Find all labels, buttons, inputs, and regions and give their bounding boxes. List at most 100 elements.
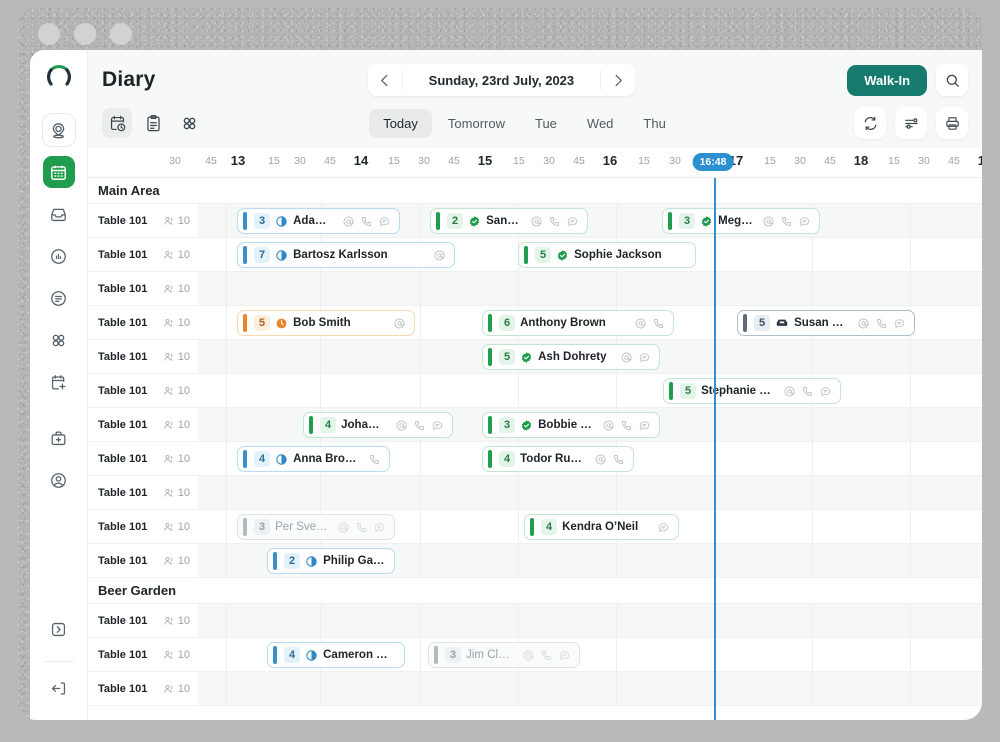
chat-icon[interactable] bbox=[558, 649, 571, 662]
table-row-label[interactable]: Table 101 10 bbox=[88, 672, 198, 706]
window-dot-maximize[interactable] bbox=[110, 23, 132, 45]
logout-button[interactable] bbox=[43, 672, 75, 704]
timeline-lane[interactable]: 5 Bob Smith 6 Anthony Brown 5 Susan Morton bbox=[198, 306, 982, 340]
phone-icon[interactable] bbox=[355, 521, 368, 534]
sidebar-item-business[interactable] bbox=[43, 422, 75, 454]
sidebar-item-diary[interactable] bbox=[42, 156, 75, 188]
at-icon[interactable] bbox=[634, 317, 647, 330]
sidebar-expand-button[interactable] bbox=[43, 613, 75, 645]
timeline-lane[interactable]: 5 Stephanie Wilson bbox=[198, 374, 982, 408]
timeline-lane[interactable] bbox=[198, 672, 982, 706]
table-row-label[interactable]: Table 101 10 bbox=[88, 272, 198, 306]
timeline-lane[interactable]: 2 Philip Garcia bbox=[198, 544, 982, 578]
booking-chip[interactable]: 5 Bob Smith bbox=[237, 310, 415, 336]
table-row-label[interactable]: Table 101 10 bbox=[88, 544, 198, 578]
timeline-lane[interactable]: 3 Adam Smith 2 Sandra… 3 Megan J… bbox=[198, 204, 982, 238]
day-tab-today[interactable]: Today bbox=[369, 108, 432, 138]
chat-icon[interactable] bbox=[638, 351, 651, 364]
timeline-lane[interactable]: 5 Ash Dohrety bbox=[198, 340, 982, 374]
table-row-label[interactable]: Table 101 10 bbox=[88, 238, 198, 272]
booking-chip[interactable]: 5 Stephanie Wilson bbox=[663, 378, 841, 404]
phone-icon[interactable] bbox=[801, 385, 814, 398]
chat-icon[interactable] bbox=[566, 215, 579, 228]
next-day-button[interactable] bbox=[601, 64, 635, 96]
at-icon[interactable] bbox=[602, 419, 615, 432]
day-tab-thu[interactable]: Thu bbox=[643, 115, 666, 131]
table-row-label[interactable]: Table 101 10 bbox=[88, 476, 198, 510]
booking-chip[interactable]: 3 Bobbie Carstairs bbox=[482, 412, 660, 438]
at-icon[interactable] bbox=[530, 215, 543, 228]
table-row-label[interactable]: Table 101 10 bbox=[88, 442, 198, 476]
timeline-lane[interactable] bbox=[198, 604, 982, 638]
timeline-lane[interactable] bbox=[198, 476, 982, 510]
calendar-clock-icon[interactable] bbox=[102, 108, 132, 138]
booking-chip[interactable]: 5 Ash Dohrety bbox=[482, 344, 660, 370]
booking-chip[interactable]: 7 Bartosz Karlsson bbox=[237, 242, 455, 268]
booking-chip[interactable]: 2 Sandra… bbox=[430, 208, 588, 234]
booking-chip[interactable]: 4 Kendra O’Neil bbox=[524, 514, 679, 540]
at-icon[interactable] bbox=[433, 249, 446, 262]
chat-icon[interactable] bbox=[638, 419, 651, 432]
booking-chip[interactable]: 4 Todor Rusanov bbox=[482, 446, 634, 472]
booking-chip[interactable]: 5 Sophie Jackson bbox=[518, 242, 696, 268]
sidebar-item-new-booking[interactable] bbox=[43, 366, 75, 398]
chat-icon[interactable] bbox=[431, 419, 444, 432]
table-row-label[interactable]: Table 101 10 bbox=[88, 374, 198, 408]
sidebar-item-apps[interactable] bbox=[43, 324, 75, 356]
at-icon[interactable] bbox=[522, 649, 535, 662]
chat-icon[interactable] bbox=[893, 317, 906, 330]
sidebar-item-reports[interactable] bbox=[43, 240, 75, 272]
printer-icon[interactable] bbox=[936, 107, 969, 139]
phone-icon[interactable] bbox=[620, 419, 633, 432]
phone-icon[interactable] bbox=[360, 215, 373, 228]
booking-chip[interactable]: 3 Megan J… bbox=[662, 208, 820, 234]
search-icon[interactable] bbox=[936, 64, 969, 96]
grid-squares-icon[interactable] bbox=[174, 108, 204, 138]
timeline-lane[interactable]: 4 Johan Baxter 3 Bobbie Carstairs bbox=[198, 408, 982, 442]
timeline-lane[interactable]: 4 Cameron Wang 3 Jim Clark bbox=[198, 638, 982, 672]
timeline-lane[interactable]: 4 Anna Brown 4 Todor Rusanov bbox=[198, 442, 982, 476]
booking-chip[interactable]: 6 Anthony Brown bbox=[482, 310, 674, 336]
window-dot-minimize[interactable] bbox=[74, 23, 96, 45]
table-row-label[interactable]: Table 101 10 bbox=[88, 510, 198, 544]
at-icon[interactable] bbox=[594, 453, 607, 466]
at-icon[interactable] bbox=[857, 317, 870, 330]
at-icon[interactable] bbox=[620, 351, 633, 364]
booking-chip[interactable]: 3 Per Svensson bbox=[237, 514, 395, 540]
table-row-label[interactable]: Table 101 10 bbox=[88, 306, 198, 340]
booking-chip[interactable]: 4 Cameron Wang bbox=[267, 642, 405, 668]
phone-icon[interactable] bbox=[368, 453, 381, 466]
prev-day-button[interactable] bbox=[368, 64, 402, 96]
sliders-icon[interactable] bbox=[895, 107, 928, 139]
at-icon[interactable] bbox=[337, 521, 350, 534]
booking-chip[interactable]: 4 Johan Baxter bbox=[303, 412, 453, 438]
table-row-label[interactable]: Table 101 10 bbox=[88, 408, 198, 442]
phone-icon[interactable] bbox=[875, 317, 888, 330]
phone-icon[interactable] bbox=[612, 453, 625, 466]
day-tab-tomorrow[interactable]: Tomorrow bbox=[447, 115, 505, 131]
chat-icon[interactable] bbox=[819, 385, 832, 398]
booking-chip[interactable]: 3 Adam Smith bbox=[237, 208, 400, 234]
at-icon[interactable] bbox=[342, 215, 355, 228]
phone-icon[interactable] bbox=[652, 317, 665, 330]
clipboard-list-icon[interactable] bbox=[138, 108, 168, 138]
day-tab-tue[interactable]: Tue bbox=[534, 115, 557, 131]
refresh-icon[interactable] bbox=[854, 107, 887, 139]
at-icon[interactable] bbox=[783, 385, 796, 398]
table-row-label[interactable]: Table 101 10 bbox=[88, 604, 198, 638]
current-date-label[interactable]: Sunday, 23rd July, 2023 bbox=[428, 72, 575, 88]
timeline-lane[interactable]: 7 Bartosz Karlsson 5 Sophie Jackson bbox=[198, 238, 982, 272]
booking-chip[interactable]: 2 Philip Garcia bbox=[267, 548, 395, 574]
booking-chip[interactable]: 4 Anna Brown bbox=[237, 446, 390, 472]
app-logo[interactable] bbox=[42, 62, 76, 96]
window-dot-close[interactable] bbox=[38, 23, 60, 45]
at-icon[interactable] bbox=[762, 215, 775, 228]
table-row-label[interactable]: Table 101 10 bbox=[88, 638, 198, 672]
sidebar-item-inbox[interactable] bbox=[43, 198, 75, 230]
phone-icon[interactable] bbox=[413, 419, 426, 432]
chat-icon[interactable] bbox=[798, 215, 811, 228]
sidebar-item-notes[interactable] bbox=[43, 282, 75, 314]
phone-icon[interactable] bbox=[540, 649, 553, 662]
table-row-label[interactable]: Table 101 10 bbox=[88, 340, 198, 374]
sidebar-item-account[interactable] bbox=[43, 464, 75, 496]
